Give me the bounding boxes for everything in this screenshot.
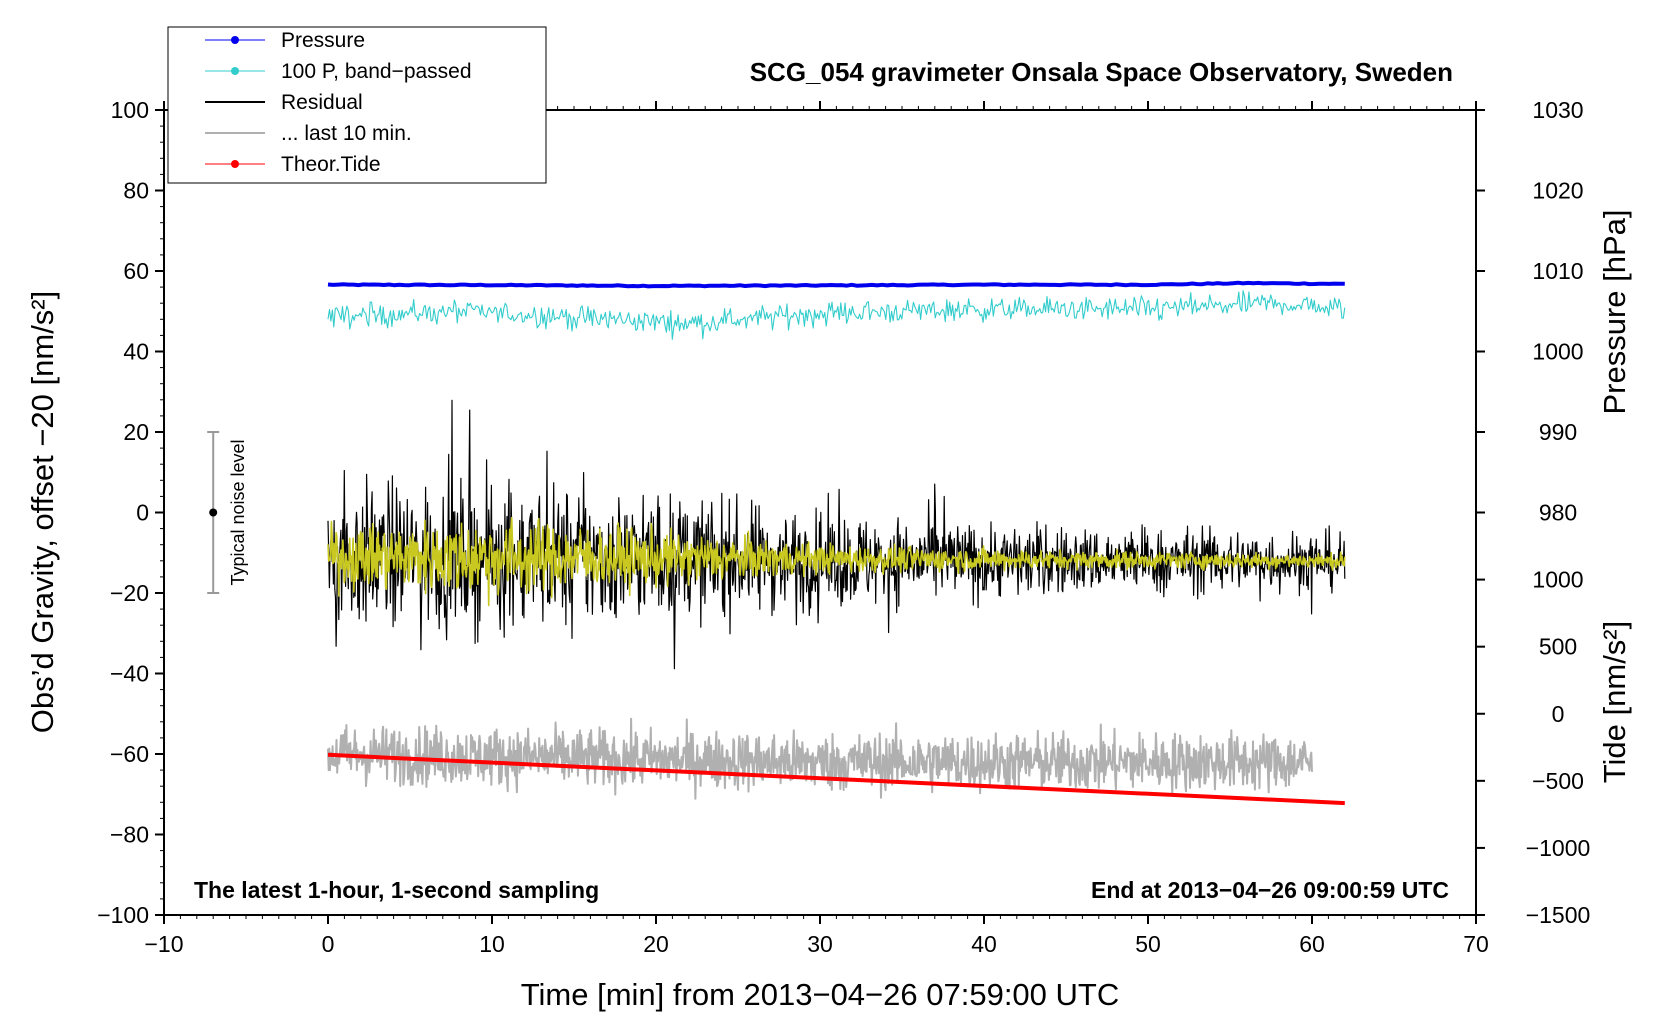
x-tick-label: 60 — [1299, 931, 1325, 957]
series-100-p-band-passed — [327, 290, 1346, 340]
legend-label: ... last 10 min. — [281, 122, 412, 145]
x-tick-label: 70 — [1463, 931, 1489, 957]
legend-marker — [231, 67, 239, 75]
plot-frame — [163, 109, 1477, 916]
y-tick-label: 80 — [123, 178, 149, 204]
pressure-tick-label: 1030 — [1532, 97, 1583, 123]
tide-tick-label: 0 — [1552, 701, 1565, 727]
x-tick-label: 10 — [479, 931, 505, 957]
pressure-tick-label: 980 — [1539, 500, 1577, 526]
x-tick-label: 30 — [807, 931, 833, 957]
x-tick-label: 40 — [971, 931, 997, 957]
tide-tick-label: −500 — [1532, 768, 1584, 794]
y-tick-label: −80 — [110, 822, 149, 848]
series-layer — [327, 280, 1346, 806]
series-residual — [327, 399, 1346, 670]
legend-label: 100 P, band−passed — [281, 60, 472, 83]
x-tick-label: 0 — [322, 931, 335, 957]
pressure-axis-title: Pressure [hPa] — [1597, 209, 1632, 414]
noise-level-bar: Typical noise level — [207, 431, 248, 594]
series-last-10-min — [327, 717, 1313, 800]
series-theor-tide — [327, 752, 1345, 806]
series-pressure — [327, 280, 1345, 289]
noise-bar-dot — [209, 508, 218, 517]
pressure-tick-label: 1020 — [1532, 178, 1583, 204]
tide-tick-label: −1000 — [1526, 835, 1591, 861]
tide-tick-label: 1000 — [1532, 567, 1583, 593]
tide-tick-label: 500 — [1539, 634, 1577, 660]
legend-marker — [231, 160, 239, 168]
pressure-tick-label: 1000 — [1532, 339, 1583, 365]
legend-marker — [231, 36, 239, 44]
legend-box — [167, 26, 547, 184]
y-axis-title: Obs’d Gravity, offset −20 [nm/s²] — [25, 291, 60, 734]
y-tick-label: 40 — [123, 339, 149, 365]
y-tick-label: 20 — [123, 419, 149, 445]
y-tick-label: −40 — [110, 661, 149, 687]
tide-axis-title: Tide [nm/s²] — [1597, 621, 1632, 784]
y-tick-label: −60 — [110, 741, 149, 767]
pressure-tick-label: 1010 — [1532, 258, 1583, 284]
y-tick-label: −100 — [97, 902, 149, 928]
tide-tick-label: −1500 — [1526, 902, 1591, 928]
y-tick-label: 0 — [136, 500, 149, 526]
x-tick-label: 50 — [1135, 931, 1161, 957]
noise-label: Typical noise level — [228, 439, 248, 585]
y-tick-label: 60 — [123, 258, 149, 284]
chart-title: SCG_054 gravimeter Onsala Space Observat… — [750, 57, 1453, 87]
annotation-left: The latest 1-hour, 1-second sampling — [194, 877, 599, 903]
series-residual-smoothed — [327, 516, 1346, 607]
ticks-layer: −10 0 10 20 30 40 50 60 70−100−80−60−40−20020406… — [97, 97, 1590, 957]
legend-label: Pressure — [281, 29, 365, 52]
annotation-right: End at 2013−04−26 09:00:59 UTC — [1091, 877, 1449, 903]
x-tick-label: −10 — [144, 931, 183, 957]
legend-label: Residual — [281, 91, 363, 114]
x-axis-title: Time [min] from 2013−04−26 07:59:00 UTC — [521, 977, 1120, 1012]
pressure-tick-label: 990 — [1539, 419, 1577, 445]
legend: Pressure 100 P, band−passed Residual ... la… — [167, 26, 547, 184]
y-tick-label: 100 — [111, 97, 149, 123]
y-tick-label: −20 — [110, 580, 149, 606]
x-tick-label: 20 — [643, 931, 669, 957]
legend-label: Theor.Tide — [281, 153, 381, 176]
legend-items: Pressure 100 P, band−passed Residual ... la… — [205, 29, 472, 176]
